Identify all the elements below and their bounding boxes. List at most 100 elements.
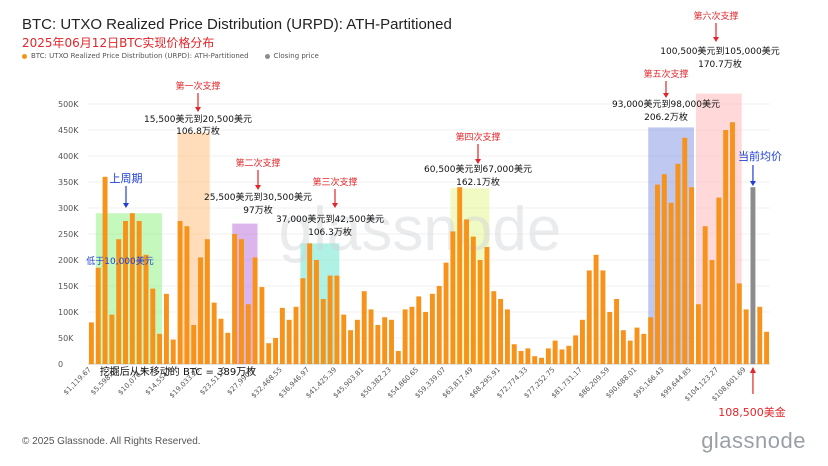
bar	[354, 319, 360, 364]
bar	[655, 184, 660, 364]
bar	[716, 197, 722, 364]
bar	[689, 187, 695, 364]
bar	[409, 306, 415, 364]
anno-s2-range: 25,500美元到30,500美元	[204, 191, 312, 203]
bar	[204, 239, 210, 364]
bar	[491, 291, 497, 364]
bar	[129, 213, 135, 364]
anno-s4-arrow-head	[475, 159, 481, 164]
bar	[552, 340, 558, 364]
bar	[150, 288, 156, 364]
bar	[709, 260, 715, 364]
anno-s4-title: 第四次支撑	[455, 131, 500, 143]
bar	[436, 286, 442, 364]
bar	[607, 312, 613, 364]
bar	[457, 187, 463, 364]
anno-s1-amount: 106.8万枚	[176, 125, 220, 137]
bar	[675, 163, 681, 364]
anno-prev-cycle: 上周期	[110, 172, 143, 185]
legend-series-label: BTC: UTXO Realized Price Distribution (U…	[31, 52, 249, 60]
bar	[641, 333, 647, 364]
bar	[88, 322, 94, 364]
anno-s2-amount: 97万枚	[243, 204, 272, 216]
bar	[470, 236, 476, 364]
anno-s4-amount: 162.1万枚	[456, 176, 500, 188]
bar	[566, 345, 572, 364]
bar	[361, 291, 367, 364]
bar	[245, 304, 251, 364]
chart-subtitle: 2025年06月12日BTC实现价格分布	[22, 36, 215, 50]
bar	[702, 226, 708, 364]
anno-prev-cycle-arrow-head	[123, 203, 129, 208]
bar	[177, 221, 183, 364]
bar	[764, 331, 770, 364]
bar	[593, 254, 599, 364]
bar	[252, 257, 258, 364]
bar	[191, 325, 197, 364]
y-tick-label: 350K	[58, 178, 79, 187]
anno-price-now: 108,500美金	[718, 405, 786, 419]
anno-current-avg-arrow-head	[749, 181, 756, 186]
bar	[484, 247, 490, 364]
bar	[123, 221, 128, 364]
legend-close-swatch	[264, 53, 270, 59]
bar	[157, 333, 163, 364]
bar	[163, 293, 169, 364]
bar	[586, 270, 592, 364]
bar	[736, 283, 742, 364]
bar	[341, 314, 347, 364]
y-tick-label: 400K	[58, 152, 79, 161]
bar	[109, 314, 115, 364]
band-support-3	[300, 243, 340, 364]
bar	[307, 243, 313, 364]
bar	[477, 260, 483, 364]
bar	[382, 317, 388, 364]
watermark: glassnode	[279, 195, 562, 264]
band-support-4	[450, 188, 490, 364]
anno-s6-arrow-head	[713, 37, 719, 42]
bar	[225, 332, 231, 364]
bar	[416, 296, 422, 364]
y-tick-label: 300K	[58, 204, 79, 213]
bar	[614, 299, 620, 364]
bar	[464, 219, 469, 364]
bar	[170, 339, 176, 364]
bar	[348, 330, 354, 364]
bar	[539, 357, 544, 364]
anno-s5-range: 93,000美元到98,000美元	[612, 98, 720, 110]
bar	[429, 293, 435, 364]
bar	[627, 340, 633, 364]
copyright: © 2025 Glassnode. All Rights Reserved.	[22, 436, 201, 447]
bar	[682, 137, 688, 364]
y-tick-label: 250K	[58, 230, 79, 239]
bar	[504, 309, 510, 364]
bar	[320, 299, 326, 364]
bar	[423, 312, 429, 364]
bar	[723, 130, 729, 364]
y-tick-label: 50K	[58, 334, 74, 343]
bar	[375, 325, 381, 364]
bar	[661, 174, 667, 364]
bar	[286, 319, 292, 364]
bar	[395, 351, 401, 364]
bar	[293, 306, 299, 364]
bar	[279, 307, 285, 364]
anno-price-arrow-head	[749, 367, 756, 373]
x-tick-label: $1,119.67	[62, 366, 93, 397]
bar	[273, 338, 279, 364]
bar	[300, 278, 306, 364]
anno-s4-range: 60,500美元到67,000美元	[424, 163, 532, 175]
anno-current-avg: 当前均价	[738, 149, 782, 163]
bar	[620, 330, 626, 364]
bar	[211, 302, 217, 364]
bar	[743, 309, 749, 364]
bar	[238, 239, 244, 364]
bar	[259, 287, 265, 364]
anno-s6-amount: 170.7万枚	[698, 58, 742, 70]
anno-s3-amount: 106.3万枚	[308, 226, 352, 238]
bar	[443, 262, 449, 364]
bar	[525, 348, 531, 364]
y-tick-label: 500K	[58, 100, 79, 109]
bar	[184, 226, 190, 364]
bar	[600, 270, 606, 364]
